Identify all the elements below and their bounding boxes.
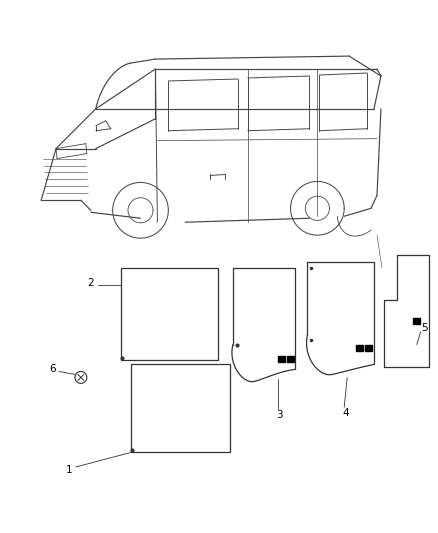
Bar <box>365 345 372 351</box>
Bar <box>278 356 285 361</box>
Text: 5: 5 <box>421 322 428 333</box>
Polygon shape <box>120 268 218 360</box>
Bar <box>286 356 293 361</box>
Text: 4: 4 <box>343 408 350 418</box>
Circle shape <box>75 372 87 383</box>
Text: 1: 1 <box>66 465 72 475</box>
Text: 3: 3 <box>276 410 283 420</box>
Polygon shape <box>131 365 230 452</box>
Bar <box>413 318 420 324</box>
Text: 2: 2 <box>88 278 94 288</box>
Text: 6: 6 <box>49 365 55 375</box>
Bar <box>356 345 363 351</box>
